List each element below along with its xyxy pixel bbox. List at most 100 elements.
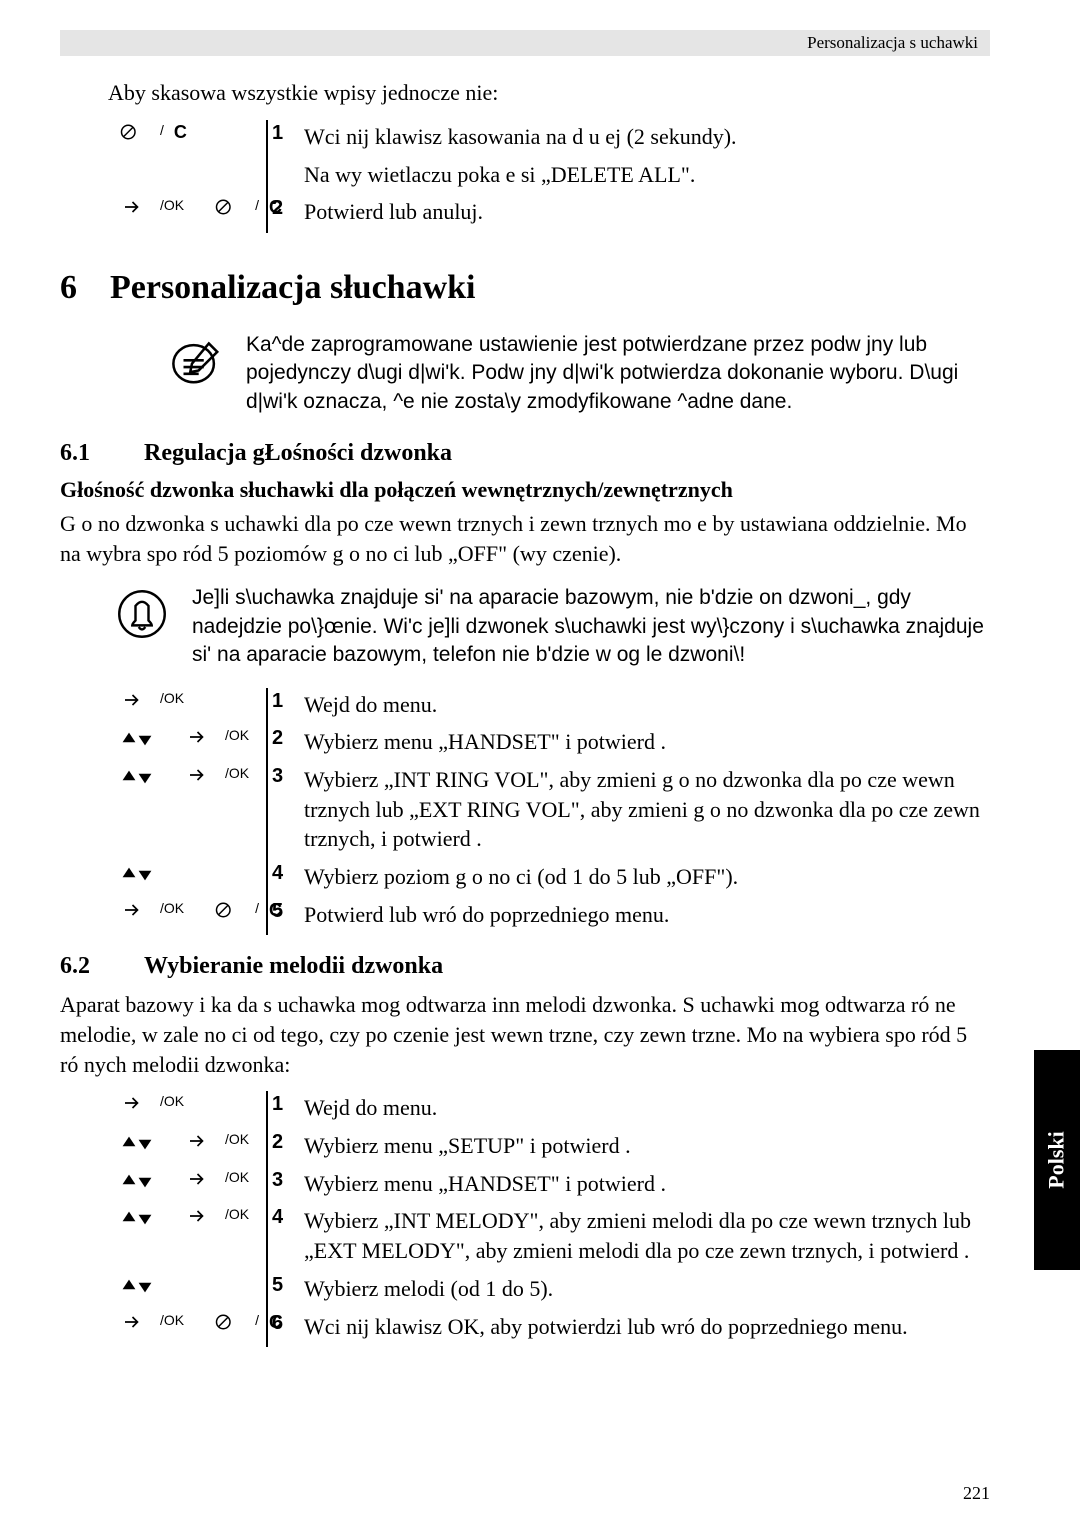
- step-number: 2: [266, 1129, 296, 1167]
- subsection-6-1: 6.1Regulacja gŁośności dzwonka: [60, 440, 990, 467]
- note-pencil-icon: [170, 331, 226, 416]
- bell-icon: [116, 584, 172, 669]
- step-icons: /OK: [116, 1167, 266, 1205]
- up-down-icon: [120, 727, 154, 753]
- step-text: Wybierz poziom g o no ci (od 1 do 5 lub …: [296, 860, 990, 898]
- section-number: 6: [60, 269, 110, 307]
- step-number: 1: [266, 688, 296, 726]
- step-number: 2: [266, 195, 296, 233]
- pre-steps-grid: /C 1 Wci nij klawisz kasowania na d u ej…: [116, 120, 990, 233]
- intro-line: Aby skasowa wszystkie wpisy jednocze nie…: [108, 80, 990, 106]
- ok-label: /OK: [225, 765, 249, 781]
- step-text: Wybierz „INT MELODY", aby zmieni melodi …: [296, 1204, 990, 1271]
- step-number: 5: [266, 1272, 296, 1310]
- step-icons: /C: [116, 120, 266, 158]
- step-number: 2: [266, 725, 296, 763]
- slash-label: /: [255, 900, 259, 916]
- slash-label: /: [255, 1312, 259, 1328]
- up-down-icon: [120, 1274, 154, 1300]
- header-bar: Personalizacja s uchawki: [60, 30, 990, 56]
- step-number-blank: [266, 158, 296, 196]
- page-number: 221: [963, 1483, 990, 1504]
- language-tab-label: Polski: [1044, 1131, 1070, 1188]
- step-text: Wejd do menu.: [296, 1091, 990, 1129]
- step-text: Wybierz melodi (od 1 do 5).: [296, 1272, 990, 1310]
- step-number: 4: [266, 860, 296, 898]
- step-icons: /OK: [116, 1091, 266, 1129]
- step-number: 1: [266, 1091, 296, 1129]
- step-text: Wybierz menu „HANDSET" i potwierd .: [296, 1167, 990, 1205]
- step-text: Potwierd lub wró do poprzedniego menu.: [296, 898, 990, 936]
- ok-label: /OK: [160, 690, 184, 706]
- sec62-p1: Aparat bazowy i ka da s uchawka mog odtw…: [60, 990, 990, 1079]
- step-text: Wci nij klawisz kasowania na d u ej (2 s…: [296, 120, 990, 158]
- step-icons: [116, 158, 266, 196]
- ok-label: /OK: [225, 1206, 249, 1222]
- header-text: Personalizacja s uchawki: [807, 33, 978, 53]
- step-icons: /OK: [116, 1204, 266, 1271]
- slash-label: /: [160, 122, 164, 138]
- up-down-icon: [120, 1131, 154, 1157]
- page: Personalizacja s uchawki Aby skasowa wsz…: [0, 0, 1080, 1532]
- cancel-c-icon: [215, 197, 245, 223]
- ok-label: /OK: [225, 1131, 249, 1147]
- step-icons: /OK: [116, 1129, 266, 1167]
- step-icons: /OK /C: [116, 195, 266, 233]
- ok-arrow-icon: [120, 1093, 150, 1119]
- bell-text: Je]li s\uchawka znajduje si' na aparacie…: [192, 584, 990, 669]
- ok-arrow-icon: [185, 1206, 215, 1232]
- sec61-steps: /OK 1 Wejd do menu. /OK 2 Wybierz menu „…: [116, 688, 990, 936]
- ok-label: /OK: [160, 1093, 184, 1109]
- ok-arrow-icon: [120, 197, 150, 223]
- section-title-text: Personalizacja słuchawki: [110, 269, 475, 306]
- step-text: Potwierd lub anuluj.: [296, 195, 990, 233]
- section-6-title: 6Personalizacja słuchawki: [60, 269, 990, 307]
- step-number: 3: [266, 763, 296, 860]
- language-tab: Polski: [1034, 1050, 1080, 1270]
- up-down-icon: [120, 1206, 154, 1232]
- c-label: C: [174, 122, 187, 143]
- subsection-title: Regulacja gŁośności dzwonka: [144, 440, 452, 466]
- sec62-steps: /OK 1 Wejd do menu. /OK 2 Wybierz menu „…: [116, 1091, 990, 1347]
- cancel-c-icon: [215, 900, 245, 926]
- bell-callout: Je]li s\uchawka znajduje si' na aparacie…: [116, 584, 990, 669]
- step-icons: /OK: [116, 763, 266, 860]
- sec61-p1: G o no dzwonka s uchawki dla po cze wewn…: [60, 509, 990, 568]
- ok-arrow-icon: [185, 765, 215, 791]
- up-down-icon: [120, 765, 154, 791]
- ok-arrow-icon: [185, 1131, 215, 1157]
- ok-arrow-icon: [185, 1169, 215, 1195]
- up-down-icon: [120, 862, 154, 888]
- step-icons: /OK /C: [116, 1310, 266, 1348]
- note-text: Ka^de zaprogramowane ustawienie jest pot…: [246, 331, 990, 416]
- step-text: Wybierz menu „SETUP" i potwierd .: [296, 1129, 990, 1167]
- ok-arrow-icon: [120, 900, 150, 926]
- step-text: Wci nij klawisz OK, aby potwierdzi lub w…: [296, 1310, 990, 1348]
- subsection-6-2: 6.2Wybieranie melodii dzwonka: [60, 953, 990, 980]
- step-icons: /OK /C: [116, 898, 266, 936]
- step-number: 4: [266, 1204, 296, 1271]
- step-number: 5: [266, 898, 296, 936]
- step-text: Wybierz menu „HANDSET" i potwierd .: [296, 725, 990, 763]
- cancel-c-icon: [215, 1312, 245, 1338]
- ok-label: /OK: [225, 1169, 249, 1185]
- step-number: 6: [266, 1310, 296, 1348]
- sec61-bold: Głośność dzwonka słuchawki dla połączeń …: [60, 477, 990, 503]
- ok-label: /OK: [160, 900, 184, 916]
- ok-arrow-icon: [120, 690, 150, 716]
- step-text: Wejd do menu.: [296, 688, 990, 726]
- step-text: Wybierz „INT RING VOL", aby zmieni g o n…: [296, 763, 990, 860]
- step-icons: [116, 1272, 266, 1310]
- step-number: 3: [266, 1167, 296, 1205]
- subsection-title: Wybieranie melodii dzwonka: [144, 953, 443, 979]
- subsection-number: 6.2: [60, 953, 144, 980]
- ok-label: /OK: [160, 197, 184, 213]
- ok-label: /OK: [225, 727, 249, 743]
- slash-label: /: [255, 197, 259, 213]
- step-icons: /OK: [116, 725, 266, 763]
- ok-arrow-icon: [120, 1312, 150, 1338]
- up-down-icon: [120, 1169, 154, 1195]
- ok-label: /OK: [160, 1312, 184, 1328]
- ok-arrow-icon: [185, 727, 215, 753]
- step-number: 1: [266, 120, 296, 158]
